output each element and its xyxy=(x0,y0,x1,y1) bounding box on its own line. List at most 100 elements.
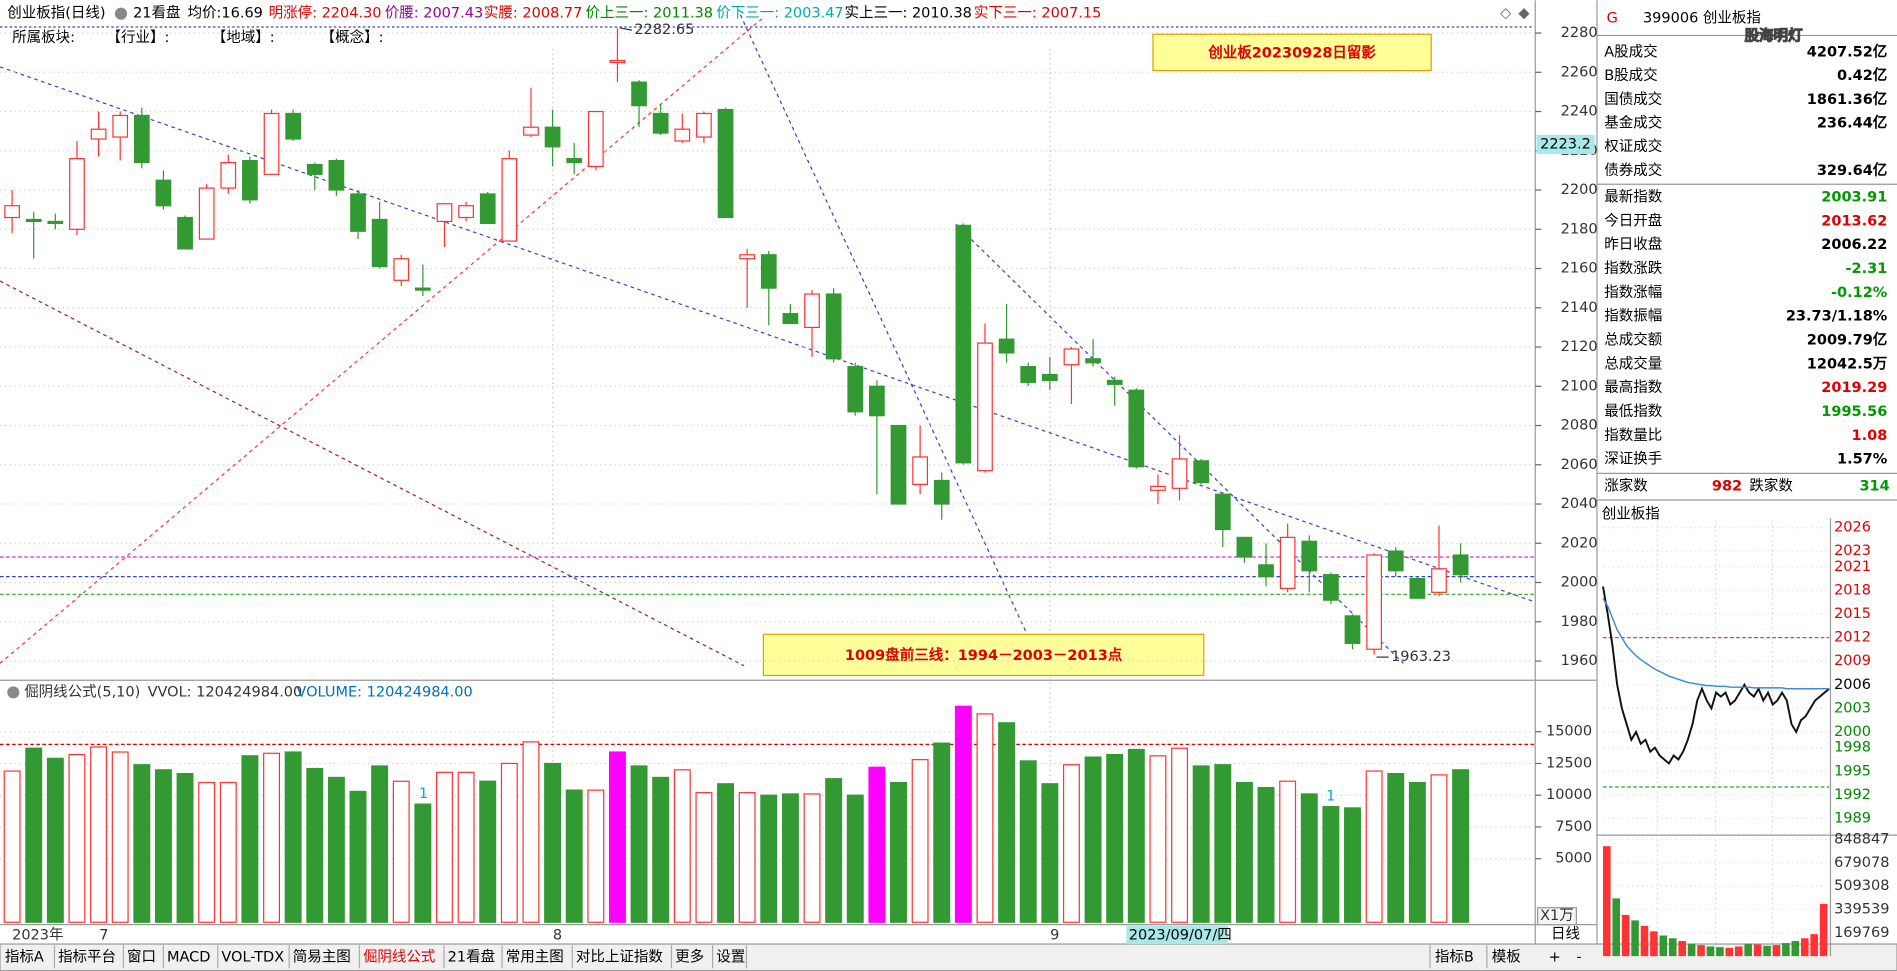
candle-body xyxy=(479,193,496,224)
candle-body xyxy=(177,216,193,250)
stat-label: 指数涨跌 xyxy=(1604,260,1662,277)
candle-body xyxy=(847,366,864,413)
y-tick-label: 12500 xyxy=(1546,755,1592,771)
stat-value: 329.64亿 xyxy=(1817,161,1887,179)
zoom-button[interactable]: + xyxy=(1549,949,1561,965)
low-annotation: 1963.23 xyxy=(1391,649,1451,665)
y-tick-label: 2015 xyxy=(1834,606,1871,622)
code-prefix: G xyxy=(1607,11,1618,27)
stat-value: 4207.52亿 xyxy=(1807,42,1888,60)
candle-body xyxy=(328,159,345,191)
candle-body xyxy=(696,112,712,138)
y-tick-label: 7500 xyxy=(1555,819,1592,835)
stat-label: 涨家数 xyxy=(1604,478,1648,495)
unit-box xyxy=(1537,907,1578,926)
tab[interactable]: 21看盘 xyxy=(448,947,495,965)
volume-bar xyxy=(327,776,345,923)
stat-value: 236.44亿 xyxy=(1817,114,1887,132)
candle-body xyxy=(1171,458,1188,489)
intraday-volume-bar xyxy=(1772,945,1781,957)
tab[interactable]: 设置 xyxy=(716,948,745,965)
volume-bar xyxy=(954,705,972,923)
volume-bar xyxy=(1365,770,1383,923)
volume-bar xyxy=(133,764,151,923)
y-tick-label: 2100 xyxy=(1561,378,1598,394)
candle-body xyxy=(1431,568,1447,593)
stat-value: 2019.29 xyxy=(1821,380,1887,396)
stat-label: A股成交 xyxy=(1604,42,1657,60)
y-tick-label: 2012 xyxy=(1834,630,1871,646)
cursor-date-box xyxy=(1126,925,1228,945)
y-tick-label: 5000 xyxy=(1555,851,1592,867)
stat-label: 昨日收盘 xyxy=(1604,235,1662,253)
nav-icon[interactable]: ◇ xyxy=(1500,6,1512,22)
y-tick-label: 2018 xyxy=(1834,582,1871,598)
tab[interactable]: MACD xyxy=(167,949,210,965)
volume-bar xyxy=(1084,756,1102,923)
candle-body xyxy=(393,258,410,281)
intraday-volume-bar xyxy=(1659,935,1668,957)
intraday-volume-bar xyxy=(1697,945,1705,957)
y-tick-label: 2080 xyxy=(1561,418,1598,434)
candle-body xyxy=(609,59,626,64)
intraday-volume-bar xyxy=(1734,946,1743,957)
y-tick-label: 1980 xyxy=(1561,614,1598,630)
stat-label: B股成交 xyxy=(1604,66,1657,84)
candle-body xyxy=(1366,554,1382,650)
volume-bar xyxy=(998,722,1016,923)
candle-body xyxy=(760,254,777,289)
intraday-volume-bar xyxy=(1631,920,1639,957)
y-tick-label: 509308 xyxy=(1834,878,1889,894)
stat-label: 债券成交 xyxy=(1604,161,1662,179)
stat-value: 2003.91 xyxy=(1821,190,1887,206)
volume-bar xyxy=(111,751,129,923)
annotation-arrow xyxy=(619,27,633,31)
volume-bar xyxy=(738,792,756,923)
volume-bar xyxy=(1322,806,1340,923)
stat-label: 最新指数 xyxy=(1604,189,1662,206)
volume-bar xyxy=(219,781,237,923)
candle-body xyxy=(825,293,842,360)
sector-label: 【概念】: xyxy=(321,28,384,46)
candle-body xyxy=(1150,485,1166,491)
y-tick-label: 2180 xyxy=(1561,221,1598,237)
tab[interactable]: 指标B xyxy=(1435,948,1474,965)
candle-body xyxy=(890,424,907,505)
volume-bar xyxy=(976,713,994,923)
header-item: 价上三一: 2011.38 xyxy=(586,5,713,22)
y-tick-label: 2140 xyxy=(1561,300,1598,316)
tab[interactable]: 指标A xyxy=(5,948,44,965)
candle-body xyxy=(25,218,42,223)
volume-bar xyxy=(3,770,21,923)
nav-icon[interactable]: ◆ xyxy=(1518,6,1530,22)
tab[interactable]: 倔阴线公式 xyxy=(363,948,436,965)
tab[interactable]: 指标平台 xyxy=(58,948,116,965)
y-tick-label: 2009 xyxy=(1834,653,1871,669)
volume-bar xyxy=(673,769,691,923)
stat-value: -2.31 xyxy=(1846,261,1888,277)
header-item: 21看盘 xyxy=(133,4,180,22)
period-button[interactable]: 日线 xyxy=(1551,925,1580,942)
note-text: 创业板20230928日留影 xyxy=(1207,44,1376,62)
volume-bar xyxy=(565,789,583,923)
zoom-button[interactable]: - xyxy=(1576,949,1581,965)
tab[interactable]: 更多 xyxy=(675,948,704,965)
sector-label: 【行业】: xyxy=(106,29,169,46)
tab[interactable]: 模板 xyxy=(1492,947,1521,965)
dropdown-icon[interactable] xyxy=(114,7,128,20)
volume-bar xyxy=(1019,760,1037,923)
volume-bar xyxy=(544,762,562,923)
x-axis-label: 2023年 xyxy=(12,927,63,944)
stat-label: 总成交额 xyxy=(1604,331,1662,349)
tab[interactable]: VOL-TDX xyxy=(221,949,284,965)
intraday-volume-bar xyxy=(1650,931,1658,957)
tab[interactable]: 简易主图 xyxy=(293,948,351,965)
candle-body xyxy=(133,114,150,164)
tab[interactable]: 窗口 xyxy=(127,947,156,965)
y-tick-label: 2023 xyxy=(1834,543,1871,559)
candle-body xyxy=(112,114,129,138)
tab[interactable]: 常用主图 xyxy=(506,948,564,965)
tab[interactable]: 对比上证指数 xyxy=(576,948,663,965)
dropdown-icon[interactable] xyxy=(7,686,20,699)
